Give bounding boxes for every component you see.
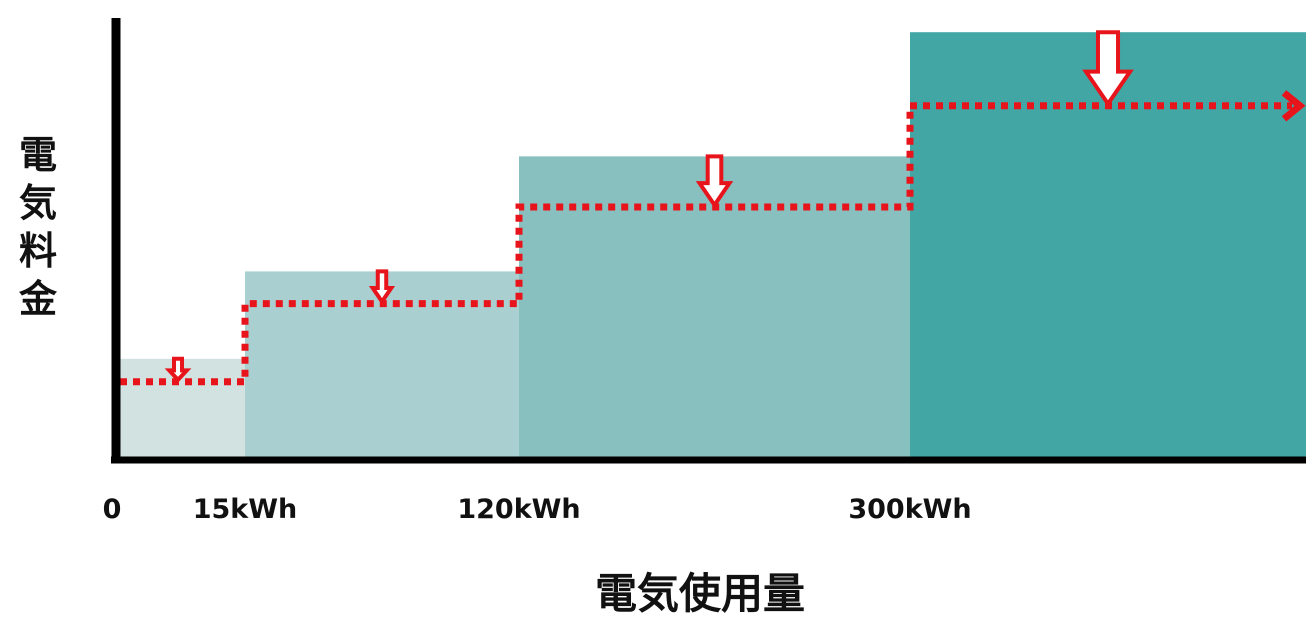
reduction-arrows bbox=[164, 30, 1134, 383]
y-axis-title-char: 料 bbox=[19, 229, 57, 273]
x-tick-label: 120kWh bbox=[457, 494, 580, 525]
x-tick-labels: 0 15kWh 120kWh 300kWh bbox=[103, 494, 972, 525]
tier-bars bbox=[120, 32, 1306, 460]
reduction-arrow-2 bbox=[368, 269, 396, 306]
y-axis-title-char: 電 bbox=[19, 133, 57, 177]
x-axis-title: 電気使用量 bbox=[595, 569, 805, 617]
reduced-line-arrowhead bbox=[1281, 90, 1306, 122]
x-tick-label: 15kWh bbox=[193, 494, 298, 525]
y-axis-title-char: 金 bbox=[18, 277, 58, 321]
reduced-price-step-line bbox=[120, 102, 1292, 386]
reduction-arrow-1 bbox=[164, 356, 192, 383]
x-tick-label: 300kWh bbox=[848, 494, 971, 525]
reduced-price-line bbox=[120, 90, 1306, 386]
reduction-arrow-4 bbox=[1082, 30, 1134, 108]
x-tick-label: 0 bbox=[103, 494, 122, 525]
y-axis-title-char: 気 bbox=[19, 181, 57, 225]
reduction-arrow-3 bbox=[695, 154, 734, 209]
axes bbox=[111, 18, 1306, 464]
